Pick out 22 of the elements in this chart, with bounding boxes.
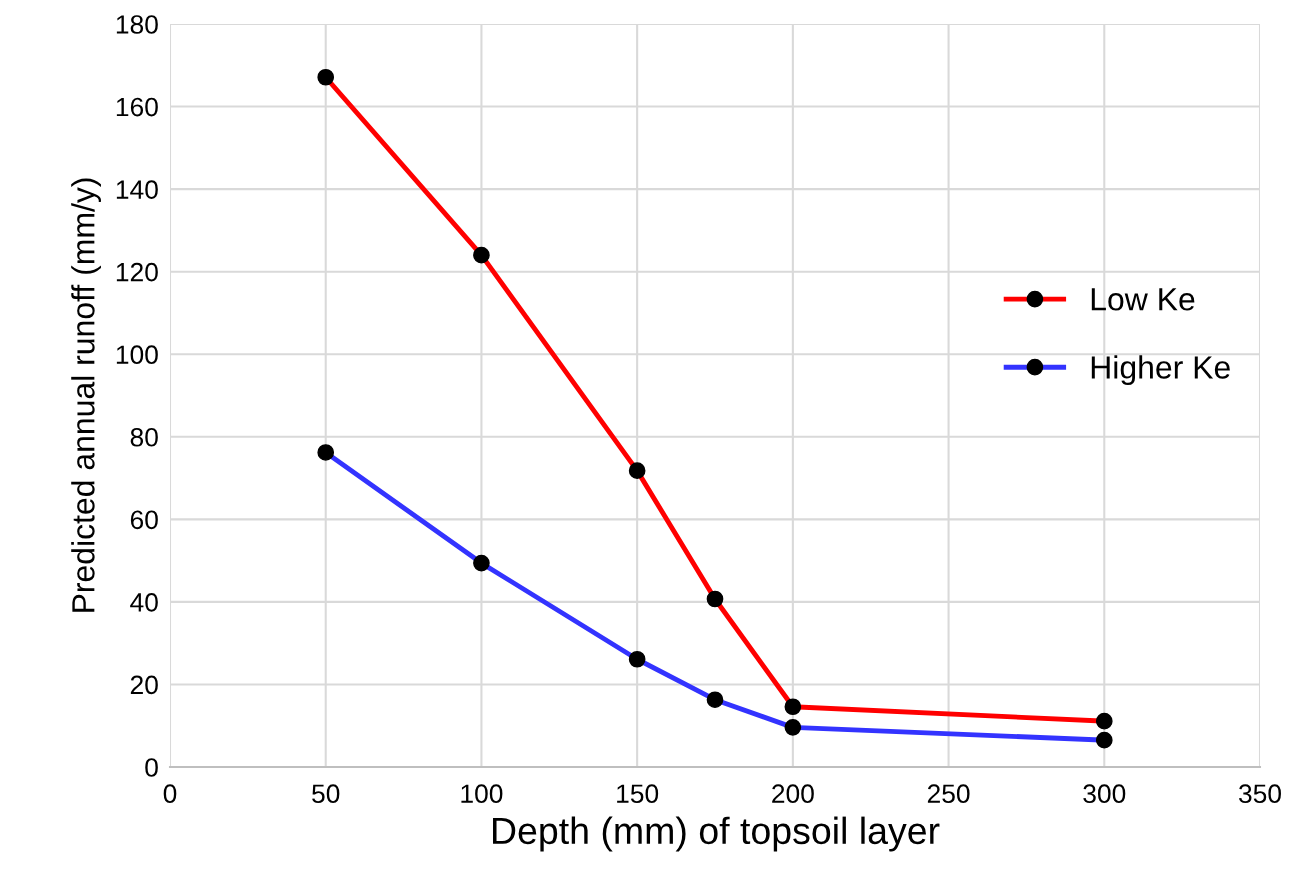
x-tick-label: 350 [1238, 784, 1281, 804]
x-tick-label: 50 [312, 784, 340, 804]
x-tick-label: 150 [617, 784, 659, 804]
x-tick-label: 100 [461, 784, 503, 804]
legend-label: Low Ke [1091, 288, 1195, 311]
y-tick-label: 160 [116, 97, 158, 117]
x-tick-label: 0 [163, 784, 177, 804]
x-axis-title: Depth (mm) of topsoil layer [493, 816, 940, 852]
x-tick-label: 300 [1083, 784, 1126, 804]
x-tick-label: 200 [772, 784, 814, 804]
y-tick-label: 60 [130, 510, 158, 530]
y-tick-label: 180 [116, 15, 158, 34]
y-tick-label: 80 [130, 427, 158, 447]
y-tick-label: 20 [130, 675, 158, 695]
y-tick-label: 40 [130, 593, 158, 612]
y-axis-title: Predicted annual runoff (mm/y) [71, 178, 101, 612]
y-tick-label: 120 [116, 262, 158, 282]
y-tick-label: 140 [116, 180, 158, 199]
y-tick-label: 0 [145, 758, 158, 777]
y-tick-label: 100 [116, 345, 158, 365]
x-tick-label: 250 [927, 784, 970, 804]
legend-label: Higher Ke [1091, 355, 1230, 385]
